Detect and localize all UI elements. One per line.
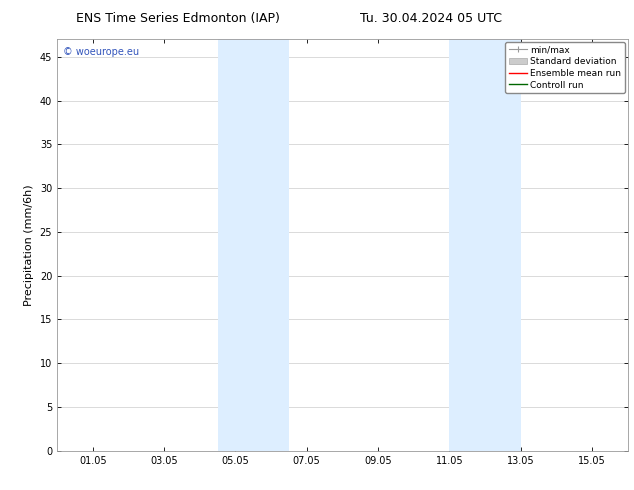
Bar: [217, 39, 289, 451]
Text: Tu. 30.04.2024 05 UTC: Tu. 30.04.2024 05 UTC: [360, 12, 502, 25]
Legend: min/max, Standard deviation, Ensemble mean run, Controll run: min/max, Standard deviation, Ensemble me…: [505, 42, 625, 93]
Text: © woeurope.eu: © woeurope.eu: [63, 48, 139, 57]
Y-axis label: Precipitation (mm/6h): Precipitation (mm/6h): [24, 184, 34, 306]
Text: ENS Time Series Edmonton (IAP): ENS Time Series Edmonton (IAP): [75, 12, 280, 25]
Bar: [450, 39, 521, 451]
